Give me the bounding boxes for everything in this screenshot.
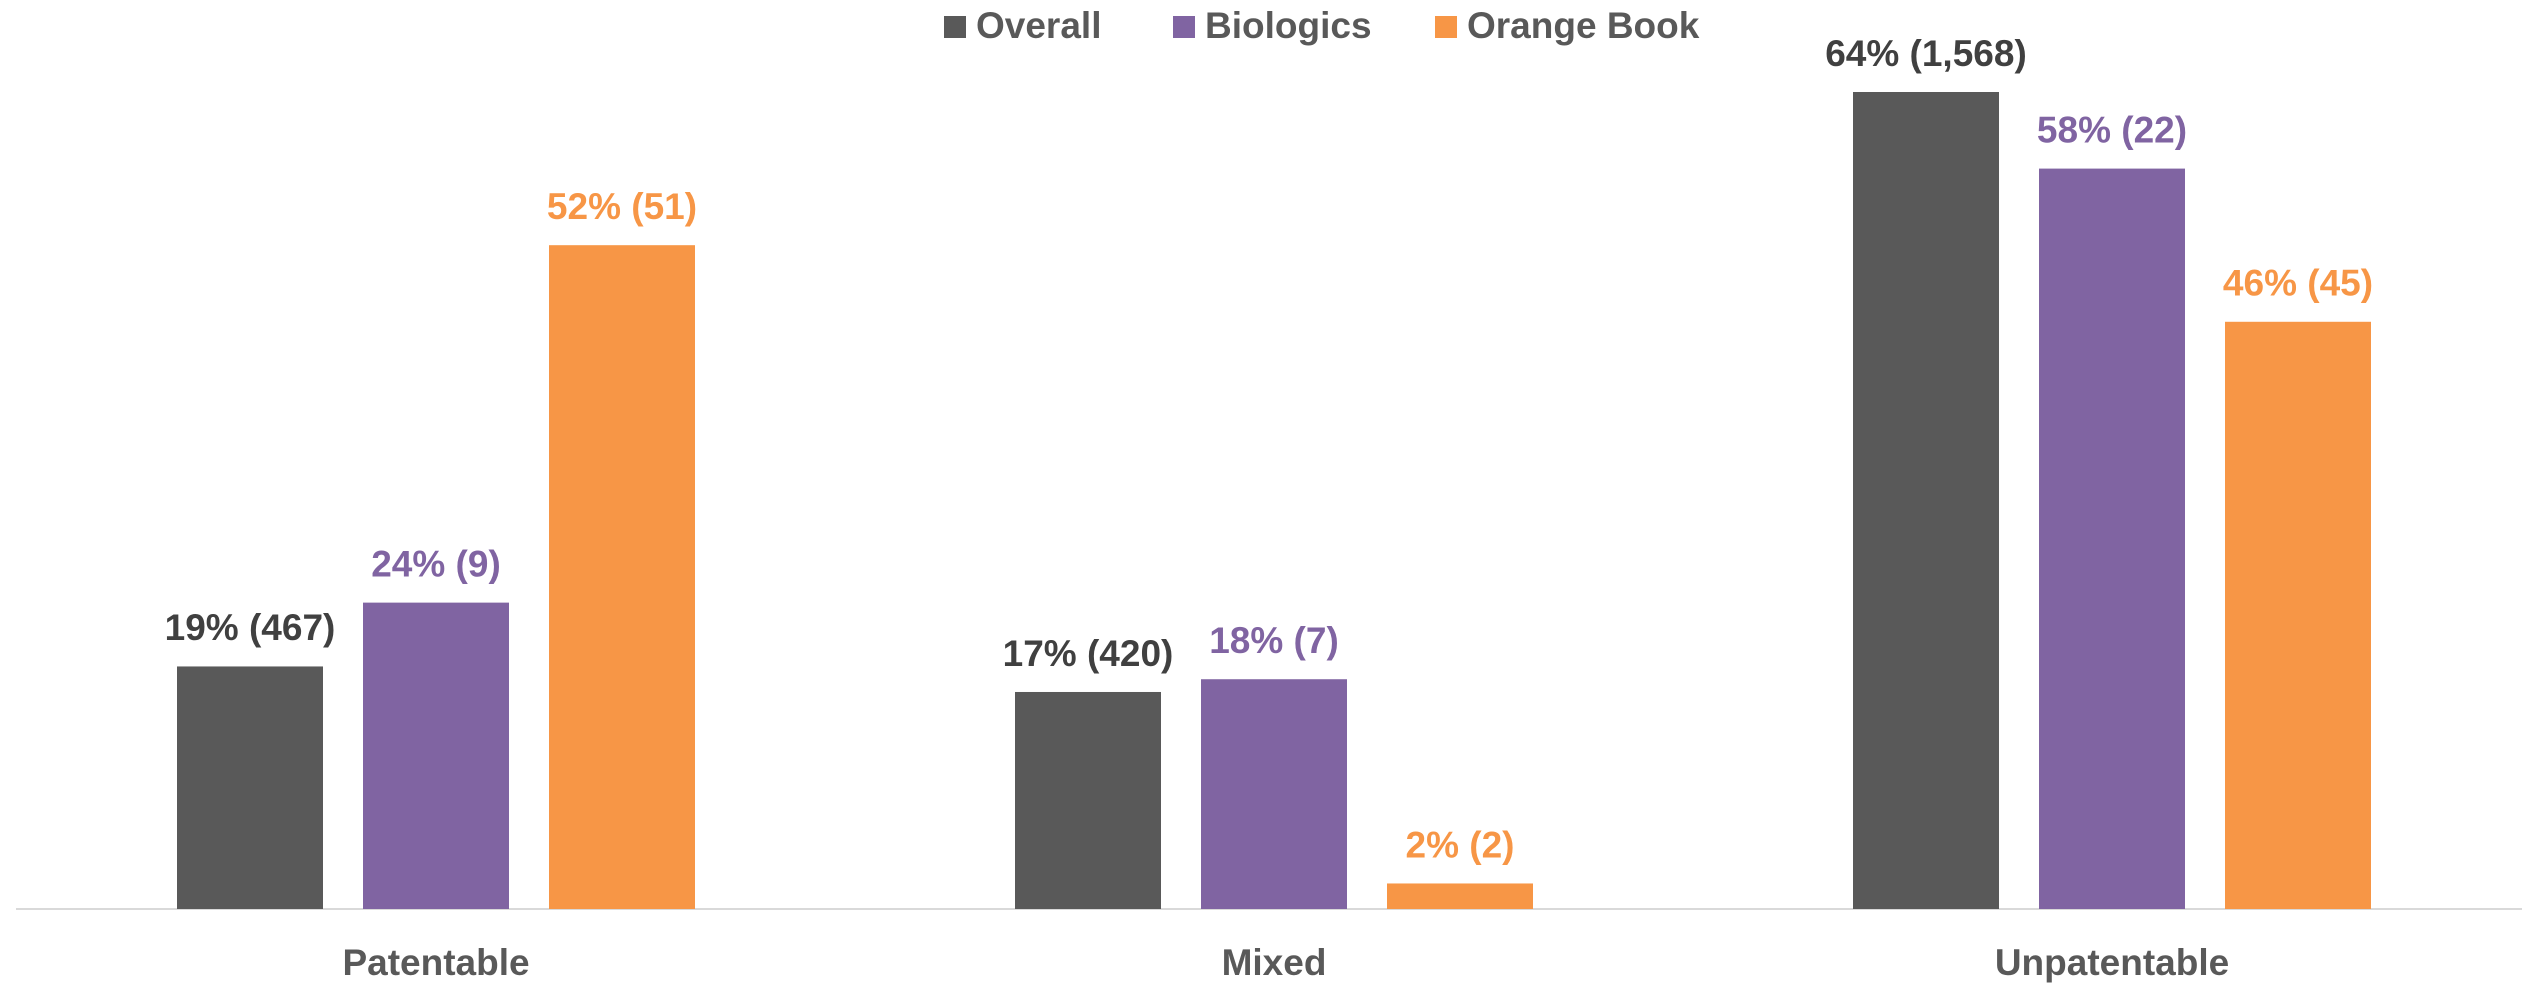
bar bbox=[549, 245, 695, 909]
legend-swatch bbox=[1173, 16, 1195, 38]
data-label: 46% (45) bbox=[2223, 263, 2373, 304]
data-label: 18% (7) bbox=[1209, 620, 1339, 661]
x-tick-label: Patentable bbox=[342, 942, 529, 983]
data-label: 52% (51) bbox=[547, 186, 697, 227]
legend-label: Biologics bbox=[1205, 5, 1372, 46]
data-label: 2% (2) bbox=[1406, 824, 1515, 865]
bar bbox=[363, 602, 509, 909]
bar bbox=[1387, 883, 1533, 909]
bar bbox=[177, 666, 323, 909]
legend-swatch bbox=[944, 16, 966, 38]
legend-swatch bbox=[1435, 16, 1457, 38]
x-tick-label: Mixed bbox=[1222, 942, 1327, 983]
x-tick-label: Unpatentable bbox=[1995, 942, 2229, 983]
legend-label: Orange Book bbox=[1467, 5, 1700, 46]
bar bbox=[1015, 691, 1161, 909]
data-label: 58% (22) bbox=[2037, 109, 2187, 150]
data-label: 64% (1,568) bbox=[1825, 33, 2027, 74]
legend-label: Overall bbox=[976, 5, 1101, 46]
data-label: 24% (9) bbox=[371, 543, 501, 584]
data-label: 17% (420) bbox=[1003, 633, 1174, 674]
bar bbox=[2225, 321, 2371, 909]
data-label: 19% (467) bbox=[165, 607, 336, 648]
bar bbox=[1201, 679, 1347, 909]
bar bbox=[2039, 168, 2185, 909]
bar bbox=[1853, 92, 1999, 909]
